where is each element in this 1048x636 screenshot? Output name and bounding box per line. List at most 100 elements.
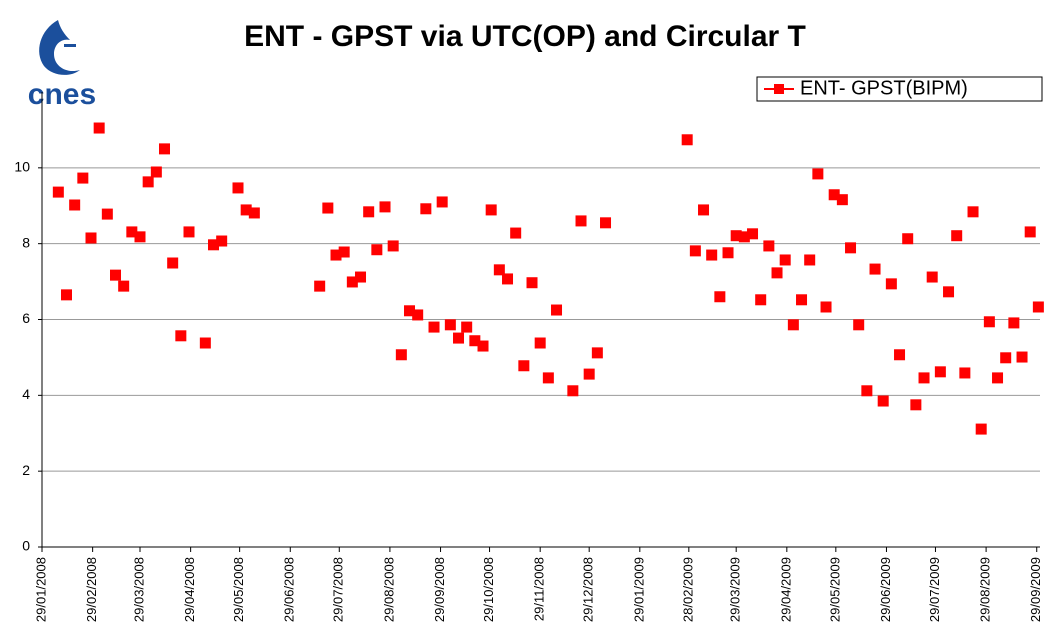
- x-tick-label: 29/08/2008: [381, 557, 396, 622]
- y-tick-label: 6: [22, 310, 30, 326]
- x-tick-label: 29/12/2008: [581, 557, 596, 622]
- marker: [845, 242, 857, 254]
- marker: [747, 228, 759, 240]
- marker: [967, 206, 979, 218]
- marker: [689, 245, 701, 257]
- x-tick-label: 29/03/2008: [131, 557, 146, 622]
- marker: [853, 319, 865, 331]
- marker: [869, 263, 881, 275]
- marker: [355, 271, 367, 283]
- marker: [436, 196, 448, 208]
- x-tick-label: 29/09/2008: [432, 557, 447, 622]
- marker: [453, 332, 465, 344]
- marker: [404, 305, 416, 317]
- marker: [69, 199, 81, 211]
- marker: [861, 385, 873, 397]
- logo: cnes: [28, 20, 96, 111]
- marker: [771, 267, 783, 279]
- marker: [101, 208, 113, 220]
- x-tick-label: 29/05/2008: [231, 557, 246, 622]
- marker: [943, 286, 955, 298]
- marker: [959, 367, 971, 379]
- marker: [951, 230, 963, 242]
- marker: [175, 330, 187, 342]
- logo-bar: [64, 44, 76, 47]
- marker: [485, 204, 497, 216]
- marker: [134, 231, 146, 243]
- chart-title: ENT - GPST via UTC(OP) and Circular T: [244, 20, 806, 53]
- x-tick-label: 29/08/2009: [978, 557, 993, 622]
- logo-shape: [39, 20, 80, 75]
- marker: [110, 269, 122, 281]
- legend-label: ENT- GPST(BIPM): [800, 77, 968, 99]
- x-tick-label: 29/06/2008: [282, 557, 297, 622]
- marker: [763, 240, 775, 252]
- marker: [918, 372, 930, 384]
- y-tick-label: 4: [22, 386, 30, 402]
- marker: [469, 335, 481, 347]
- x-tick-label: 29/09/2009: [1028, 557, 1043, 622]
- x-tick-label: 29/07/2008: [331, 557, 346, 622]
- marker: [420, 203, 432, 215]
- marker: [338, 246, 350, 258]
- marker: [395, 349, 407, 361]
- marker: [183, 226, 195, 238]
- marker: [371, 244, 383, 256]
- x-tick-label: 29/03/2009: [728, 557, 743, 622]
- marker: [142, 176, 154, 188]
- y-tick-label: 0: [22, 538, 30, 554]
- marker: [714, 291, 726, 303]
- marker: [493, 264, 505, 276]
- marker: [232, 182, 244, 194]
- marker: [477, 340, 489, 352]
- marker: [730, 230, 742, 242]
- marker: [591, 347, 603, 359]
- legend-marker: [774, 84, 784, 94]
- marker: [551, 304, 563, 316]
- marker: [567, 385, 579, 397]
- marker: [934, 366, 946, 378]
- marker: [755, 294, 767, 306]
- marker: [698, 204, 710, 216]
- x-tick-label: 29/01/2008: [33, 557, 48, 622]
- marker: [975, 423, 987, 435]
- marker: [877, 395, 889, 407]
- marker: [885, 278, 897, 290]
- marker: [93, 122, 105, 134]
- marker: [804, 254, 816, 266]
- marker: [322, 202, 334, 214]
- marker: [77, 172, 89, 184]
- y-tick-label: 10: [14, 159, 30, 175]
- marker: [910, 399, 922, 411]
- marker: [444, 319, 456, 331]
- x-tick-label: 29/11/2008: [532, 557, 547, 621]
- marker: [706, 249, 718, 261]
- logo-text: cnes: [28, 78, 96, 111]
- marker: [600, 217, 612, 229]
- marker: [518, 360, 530, 372]
- y-tick-label: 2: [22, 462, 30, 478]
- marker: [363, 206, 375, 218]
- marker: [894, 349, 906, 361]
- marker: [150, 166, 162, 178]
- marker: [542, 372, 554, 384]
- marker: [1032, 301, 1044, 313]
- marker: [118, 280, 130, 292]
- x-tick-label: 29/06/2009: [878, 557, 893, 622]
- marker: [208, 239, 220, 251]
- marker: [779, 254, 791, 266]
- x-tick-label: 29/05/2009: [827, 557, 842, 622]
- marker: [722, 247, 734, 259]
- marker: [502, 273, 514, 285]
- marker: [216, 235, 228, 247]
- marker: [1016, 351, 1028, 363]
- x-tick-label: 29/04/2008: [182, 557, 197, 622]
- x-tick-label: 29/01/2009: [631, 557, 646, 622]
- marker: [836, 194, 848, 206]
- x-tick-label: 29/07/2009: [927, 557, 942, 622]
- marker: [738, 231, 750, 243]
- marker: [992, 372, 1004, 384]
- marker: [583, 368, 595, 380]
- x-tick-label: 28/02/2009: [680, 557, 695, 622]
